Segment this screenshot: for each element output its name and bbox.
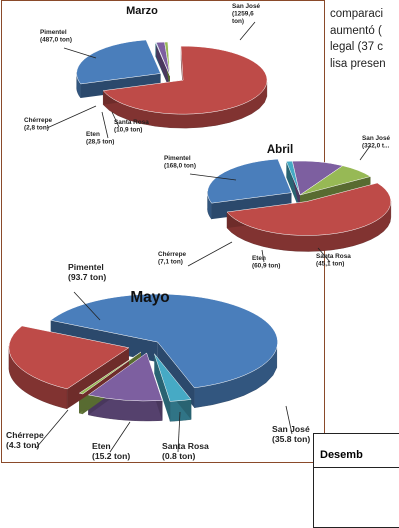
data-label-pimentel: Pimentel (487,0 ton) bbox=[40, 29, 72, 44]
slice-face-pimentel bbox=[50, 320, 158, 363]
body-text-line: aumentó ( bbox=[330, 24, 382, 37]
chart-title: Marzo bbox=[126, 5, 158, 17]
pie-slice-santa_rosa bbox=[164, 41, 171, 77]
pie-chart-abril: Abril Pimentel (168,0 ton) Chérrepe (7,1 ton… bbox=[158, 135, 392, 270]
body-text-line: lisa presen bbox=[330, 57, 386, 70]
leader-line-cherrepe bbox=[35, 409, 69, 449]
slice-face-cherrepe bbox=[286, 161, 300, 211]
body-text-line: legal (37 c bbox=[330, 41, 384, 53]
leader-line-pimentel bbox=[73, 291, 101, 321]
slice-face-cherrepe bbox=[154, 353, 171, 422]
data-label-pimentel: Pimentel (93.7 ton) bbox=[68, 262, 106, 282]
data-label-pimentel: Pimentel (168,0 ton) bbox=[164, 155, 196, 170]
leader-line-santa_rosa bbox=[177, 411, 181, 453]
data-label-cherrepe: Chérrepe (7,1 ton) bbox=[158, 251, 187, 266]
data-label-cherrepe: Chérrepe (2,8 ton) bbox=[24, 117, 53, 132]
leader-line-eten bbox=[261, 249, 265, 263]
leader-line-cherrepe bbox=[46, 105, 97, 129]
data-label-eten: Eten (15.2 ton) bbox=[92, 441, 130, 461]
pie-chart-mayo: Mayo Pimentel (93.7 ton) Chérrepe (4.3 ton) E… bbox=[6, 262, 310, 461]
data-label-cherrepe: Chérrepe (4.3 ton) bbox=[6, 430, 44, 450]
slice-face-eten bbox=[156, 42, 170, 90]
pie-slice-san_jose bbox=[8, 325, 130, 390]
data-label-eten: Eten (60,9 ton) bbox=[252, 255, 280, 270]
data-label-eten: Eten (28,5 ton) bbox=[86, 131, 114, 146]
desembarque-header: Desemb bbox=[314, 434, 399, 468]
pie-chart-marzo: Marzo Pimentel (487,0 ton) Chérrepe (2,8 ton… bbox=[24, 3, 268, 146]
leader-line-pimentel bbox=[189, 173, 237, 181]
leader-line-pimentel bbox=[63, 47, 97, 59]
chart-title: Abril bbox=[267, 144, 293, 156]
leader-line-san_jose bbox=[239, 21, 256, 41]
chart-title: Mayo bbox=[130, 289, 169, 306]
body-text-line: comparaci bbox=[330, 8, 384, 20]
pie-slice-san_jose bbox=[102, 45, 268, 115]
body-text: comparaci aumentó ( legal (37 c lisa pre… bbox=[330, 6, 399, 126]
leader-line-eten bbox=[109, 421, 131, 453]
leader-line-santa_rosa bbox=[317, 247, 331, 263]
slice-face-pimentel bbox=[157, 342, 195, 408]
pie-slice-pimentel bbox=[207, 158, 292, 204]
pie-slice-eten bbox=[87, 352, 163, 402]
data-label-santa_rosa: Santa Rosa (10,9 ton) bbox=[114, 119, 149, 134]
data-label-santa_rosa: Santa Rosa (0.8 ton) bbox=[162, 441, 209, 461]
data-label-san_jose: San José (1259,6 ton) bbox=[232, 3, 261, 25]
leader-line-eten bbox=[101, 111, 109, 139]
pie-slice-san_jose bbox=[226, 182, 392, 236]
slice-face-pimentel bbox=[80, 73, 161, 98]
pie-slice-cherrepe bbox=[154, 353, 192, 402]
data-label-santa_rosa: Santa Rosa (45,1 ton) bbox=[316, 253, 351, 268]
pie-slice-santa_rosa bbox=[299, 165, 372, 196]
pie-slice-pimentel bbox=[50, 293, 278, 389]
leader-line-santa_rosa bbox=[111, 111, 120, 128]
pie-slice-santa_rosa bbox=[78, 351, 142, 395]
data-label-san_jose: San José (35.8 ton) bbox=[272, 424, 310, 444]
data-label-san_jose: San José (332,0 t... bbox=[362, 135, 391, 150]
leader-line-cherrepe bbox=[187, 241, 233, 267]
desembarque-box: Desemb bbox=[313, 433, 399, 528]
leader-line-san_jose bbox=[359, 145, 371, 161]
leader-line-san_jose bbox=[285, 405, 293, 435]
